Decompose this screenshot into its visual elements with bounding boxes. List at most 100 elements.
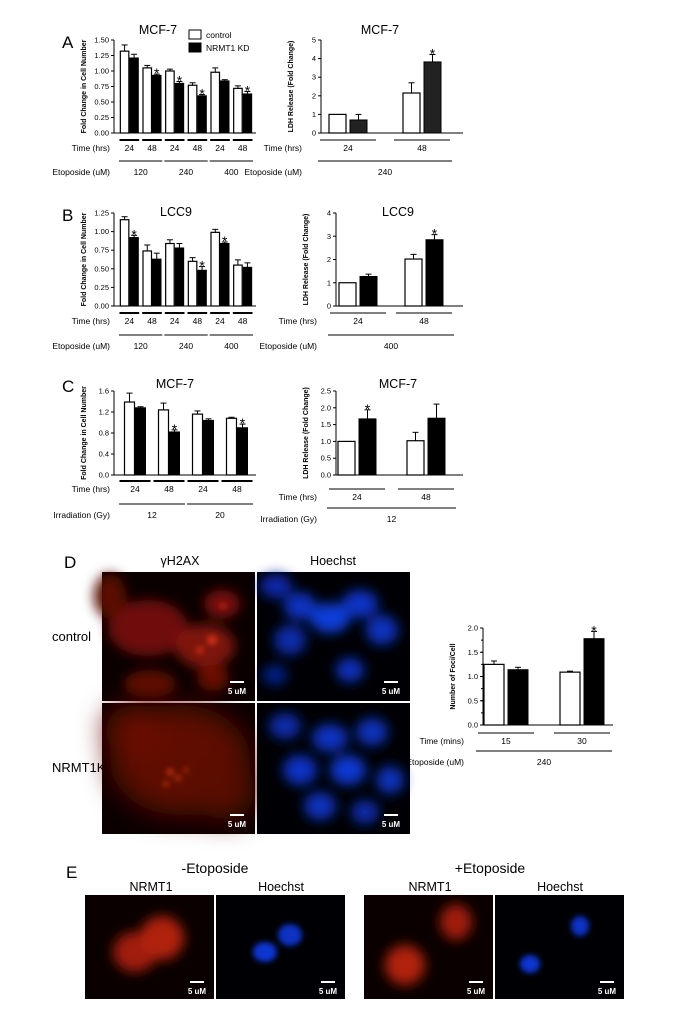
e-scale-label-1: 5 uM bbox=[188, 987, 207, 996]
time-label: 48 bbox=[419, 316, 429, 326]
bar-kd bbox=[129, 237, 139, 307]
significance-star: * bbox=[199, 258, 205, 274]
chart-a-ldh-release: MCF-7 0 1 2 3 4 5 LDH Release (Fold Change) * Tim… bbox=[244, 23, 463, 177]
y-tick-label: 2.5 bbox=[321, 387, 331, 396]
legend-control-label: control bbox=[206, 30, 232, 40]
y-tick-label: 4 bbox=[312, 54, 316, 63]
legend-control-swatch bbox=[188, 29, 202, 40]
e-title-plus: +Etoposide bbox=[455, 860, 526, 876]
bar-kd bbox=[242, 93, 253, 134]
chart-title: MCF-7 bbox=[379, 377, 417, 391]
chart-d-foci: 0.0 0.5 1.0 1.5 2.0 Number of Foci/Cell * Time … bbox=[406, 622, 613, 767]
row-label-time: Time (mins) bbox=[419, 736, 464, 746]
time-label: 30 bbox=[577, 736, 587, 746]
e-scale-label-3: 5 uM bbox=[467, 987, 486, 996]
bar-control bbox=[233, 264, 243, 307]
row-label-dose: Irradiation (Gy) bbox=[53, 510, 110, 520]
time-label: 24 bbox=[125, 143, 135, 153]
y-tick-label: 1.00 bbox=[94, 227, 109, 236]
y-axis-label: Fold Change in Cell Number bbox=[81, 39, 88, 133]
time-label: 24 bbox=[352, 492, 362, 502]
panel-e-microscopy: -Etoposide +Etoposide NRMT1 Hoechst NRMT… bbox=[85, 860, 624, 999]
significance-star: * bbox=[430, 46, 436, 62]
y-tick-label: 1 bbox=[312, 110, 316, 119]
bar-control bbox=[157, 409, 170, 476]
bar-kd bbox=[359, 275, 378, 307]
significance-star: * bbox=[222, 233, 228, 249]
y-tick-label: 0.50 bbox=[94, 98, 109, 107]
significance-star: * bbox=[172, 421, 178, 437]
panel-letter-b: B bbox=[62, 206, 73, 225]
bar-kd bbox=[237, 427, 248, 476]
y-axis-label: Fold Change in Cell Number bbox=[81, 386, 88, 480]
time-label: 15 bbox=[501, 736, 511, 746]
y-tick-label: 3 bbox=[327, 232, 331, 241]
bar-control bbox=[233, 87, 243, 134]
bar-control bbox=[402, 92, 421, 134]
y-axis-label: LDH Release (Fold Change) bbox=[288, 41, 295, 133]
d-row-control-label: control bbox=[52, 629, 91, 644]
chart-c-ldh-release: MCF-7 0.0 0.5 1.0 1.5 2.0 2.5 LDH Release (Fold… bbox=[260, 377, 463, 524]
time-label: 48 bbox=[421, 492, 431, 502]
bar-control bbox=[337, 440, 356, 476]
significance-star: * bbox=[240, 415, 246, 431]
dose-label: 120 bbox=[134, 341, 148, 351]
bar-control bbox=[191, 413, 204, 476]
dose-label: 120 bbox=[134, 167, 148, 177]
e-image-hoechst-plus bbox=[495, 895, 624, 999]
significance-star: * bbox=[131, 226, 137, 242]
bar-kd bbox=[203, 419, 214, 476]
time-label: 24 bbox=[170, 143, 180, 153]
d-image-hoechst-control bbox=[257, 572, 410, 701]
d-scale-bars: 5 uM 5 uM 5 uM 5 uM bbox=[228, 681, 401, 829]
bar-kd bbox=[425, 239, 444, 307]
y-tick-label: 1.25 bbox=[94, 51, 109, 60]
bar-control bbox=[187, 84, 198, 134]
time-label: 24 bbox=[170, 316, 180, 326]
significance-star: * bbox=[199, 86, 205, 102]
panel-letter-a: A bbox=[62, 33, 74, 52]
bar-control bbox=[119, 219, 130, 307]
bar-kd bbox=[220, 243, 230, 307]
y-tick-label: 0.25 bbox=[94, 113, 109, 122]
y-tick-label: 5 bbox=[312, 36, 316, 45]
e-col-nrmt1-2: NRMT1 bbox=[408, 880, 451, 894]
chart-a-cell-number: MCF-7 0.00 0.25 0.50 0.75 1.00 1.25 1.50 Fold Ch… bbox=[52, 23, 256, 177]
time-label: 24 bbox=[215, 143, 225, 153]
bar-control bbox=[123, 401, 136, 476]
y-tick-label: 0.25 bbox=[94, 283, 109, 292]
y-tick-label: 1 bbox=[327, 278, 331, 287]
significance-star: * bbox=[365, 401, 371, 417]
y-tick-label: 2 bbox=[312, 91, 316, 100]
bar-control bbox=[119, 50, 130, 134]
time-label: 48 bbox=[417, 143, 427, 153]
significance-star: * bbox=[177, 73, 183, 89]
panel-letter-d: D bbox=[64, 553, 76, 572]
bar-kd bbox=[174, 82, 185, 134]
y-tick-label: 0.50 bbox=[94, 264, 109, 273]
chart-title: MCF-7 bbox=[156, 377, 194, 391]
bar-kd bbox=[423, 61, 442, 134]
e-col-nrmt1-1: NRMT1 bbox=[129, 880, 172, 894]
dose-label: 240 bbox=[537, 757, 551, 767]
y-tick-label: 1.00 bbox=[94, 67, 109, 76]
row-label-time: Time (hrs) bbox=[72, 143, 111, 153]
time-label: 24 bbox=[198, 484, 208, 494]
dose-label: 240 bbox=[378, 167, 392, 177]
bar-control bbox=[483, 663, 505, 726]
bar-control bbox=[338, 282, 357, 307]
y-tick-label: 1.5 bbox=[468, 648, 478, 657]
bar-kd bbox=[174, 247, 185, 307]
d-header-hoechst: Hoechst bbox=[310, 554, 356, 568]
bar-control bbox=[187, 260, 198, 307]
e-scale-bars: 5 uM 5 uM 5 uM 5 uM bbox=[188, 981, 617, 996]
e-scale-label-4: 5 uM bbox=[598, 987, 617, 996]
significance-star: * bbox=[245, 82, 251, 98]
y-tick-label: 1.5 bbox=[321, 420, 331, 429]
dose-label: 240 bbox=[179, 341, 193, 351]
d-scale-label-4: 5 uM bbox=[382, 820, 401, 829]
y-tick-label: 0.0 bbox=[321, 471, 331, 480]
row-label-dose: Etoposide (uM) bbox=[406, 757, 464, 767]
d-header-gh2ax: γH2AX bbox=[161, 554, 201, 568]
d-image-hoechst-kd bbox=[257, 703, 410, 834]
